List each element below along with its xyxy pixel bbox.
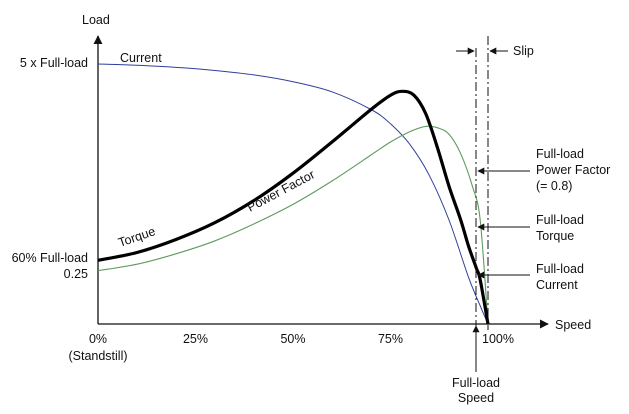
x-axis-title: Speed [555, 318, 591, 332]
pf-annotation-line-2: Power Factor [536, 163, 610, 177]
torque-annotation-line-1: Full-load [536, 213, 584, 227]
pf-annotation-line-1: Full-load [536, 147, 584, 161]
current-annotation-line-2: Current [536, 278, 578, 292]
x-tick-label: 75% [378, 332, 403, 346]
torque-annotation-line-2: Torque [536, 229, 574, 243]
series-line-power-factor [97, 125, 489, 325]
x-ticks: 0% 25% 50% 75% 100% [89, 332, 514, 346]
current-annotation-line-1: Full-load [536, 262, 584, 276]
series-label-power-factor: Power Factor [245, 167, 317, 214]
y-axis-title: Load [82, 13, 110, 27]
y-mark-0-25: 0.25 [64, 267, 88, 281]
series-group [97, 63, 490, 325]
full-load-speed-label-2: Speed [458, 391, 494, 405]
pf-annotation-line-3: (= 0.8) [536, 179, 572, 193]
y-mark-5x-full-load: 5 x Full-load [20, 56, 88, 70]
x-tick-label: 50% [280, 332, 305, 346]
x-tick-label: 0% [89, 332, 107, 346]
x-tick-label: 100% [482, 332, 514, 346]
x-sublabel-standstill: (Standstill) [68, 349, 127, 363]
series-line-current [97, 63, 489, 325]
series-line-torque [97, 89, 490, 325]
x-tick-label: 25% [183, 332, 208, 346]
series-label-torque: Torque [116, 224, 157, 250]
y-mark-60-full-load: 60% Full-load [12, 251, 88, 265]
full-load-speed-label-1: Full-load [452, 376, 500, 390]
series-label-current: Current [120, 51, 162, 65]
slip-label: Slip [513, 44, 534, 58]
